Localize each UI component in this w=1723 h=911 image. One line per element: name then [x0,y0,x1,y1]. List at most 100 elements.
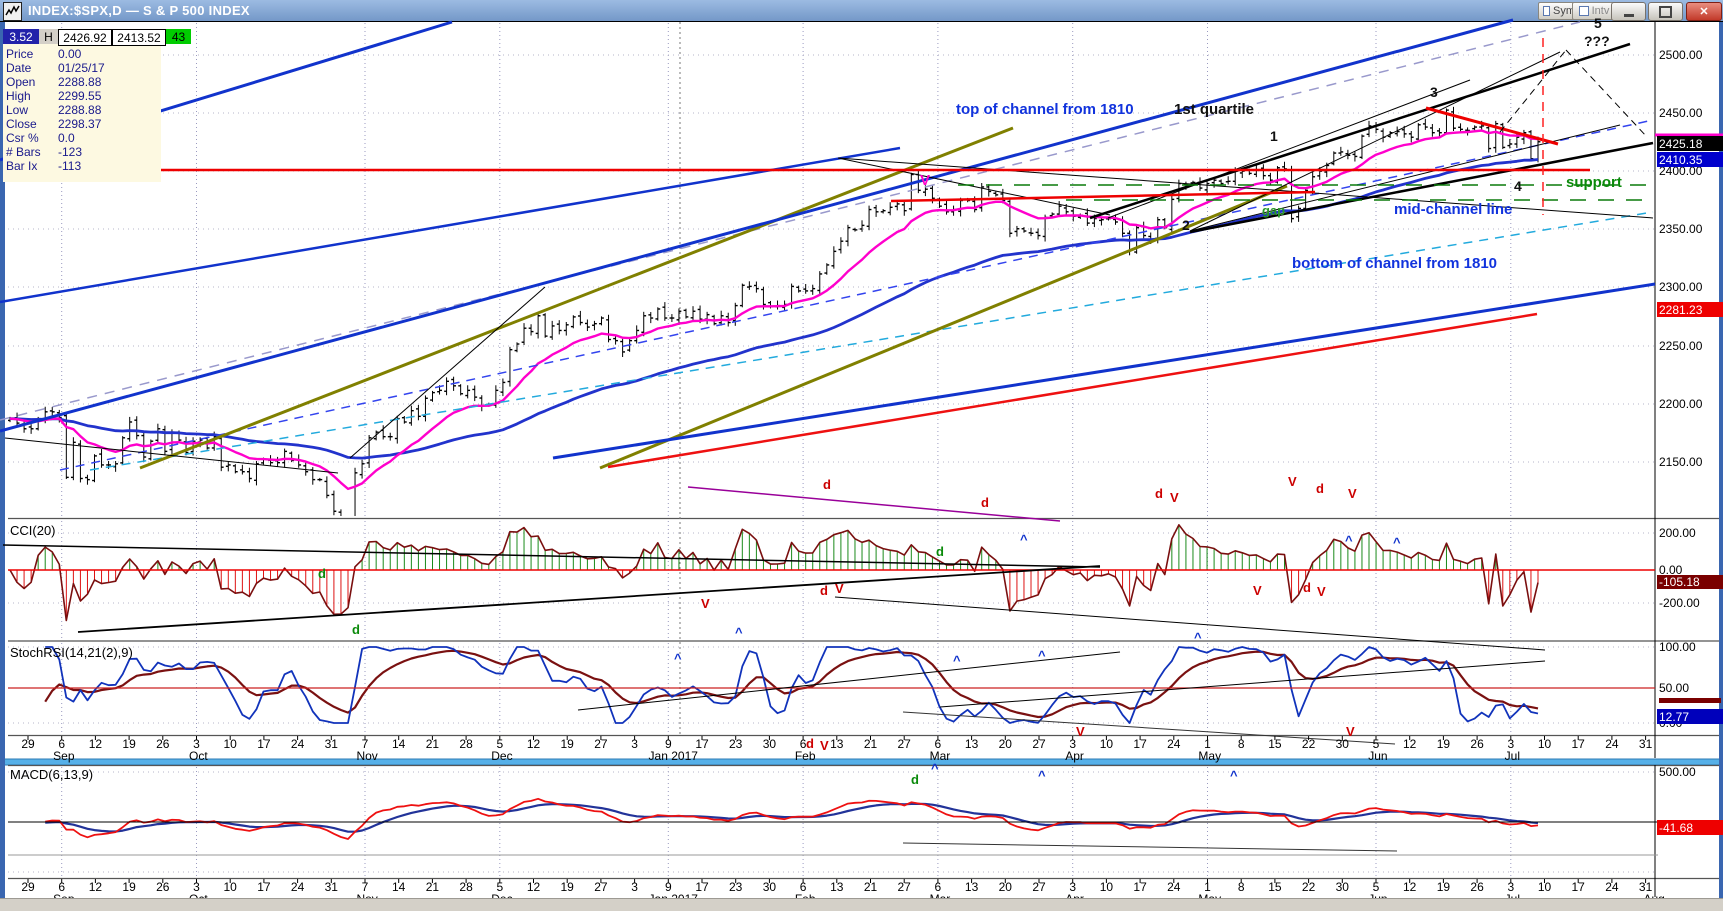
date-tick: 26 [156,737,170,751]
annotation-d: d [1316,481,1324,496]
month-label: Jun [1368,749,1388,763]
annotation-v: V [920,172,931,189]
date-tick: 22 [1301,880,1316,894]
date-tick: 19 [1436,737,1451,751]
date-tick: 31 [1638,737,1653,751]
annotation-top-of-channel-from-1810: top of channel from 1810 [956,101,1134,118]
intv-button-label: Intv [1591,5,1610,17]
price-axis-label: 2250.00 [1659,339,1703,353]
annotation-d: d [936,544,944,559]
date-tick: 6 [934,880,942,894]
month-label: Apr [1065,749,1084,763]
date-tick: 31 [1638,880,1653,894]
date-tick: 12 [1403,880,1417,894]
month-label: Feb [794,749,816,763]
annotation-d: d [1155,486,1163,501]
date-tick: 8 [1237,737,1245,751]
info-field-label: High [6,89,31,103]
date-tick: 3 [1069,737,1077,751]
annotation-v: V [1253,583,1262,598]
annotation-gap: gap [1262,203,1286,218]
price-axis-label: 2350.00 [1659,222,1703,236]
annotation-d: d [806,736,814,751]
date-tick: 31 [324,880,338,894]
date-tick: 12 [88,737,103,751]
quote-box: H [39,29,58,44]
value-box: 12.77 [1657,709,1723,724]
annotation-mid-channel-line: mid-channel line [1394,201,1513,218]
price-axis-label: 2400.00 [1659,164,1703,178]
close-button[interactable]: ✕ [1686,2,1722,21]
date-tick: 27 [897,737,911,751]
stochrsi-panel-label: StochRSI(14,21(2),9) [10,645,133,660]
sym-button[interactable]: Sym [1538,2,1580,20]
app-icon [3,2,22,21]
month-label: Oct [189,749,208,763]
date-tick: 19 [122,880,136,894]
date-tick: 27 [594,880,608,894]
date-tick: 5 [496,880,504,894]
date-tick: 10 [1537,880,1552,894]
date-tick: 3 [1507,880,1515,894]
sym-checkbox-icon [1543,6,1550,16]
info-field-row: High 2299.55 [6,89,105,103]
info-field-label: Csr % [6,131,39,145]
annotation-d: d [981,495,989,510]
annotation--: ^ [674,651,682,666]
info-field-value: 01/25/17 [58,61,105,75]
annotation-4: 4 [1514,178,1522,194]
date-tick: 17 [1133,737,1147,751]
value-box: -105.18 [1657,575,1723,589]
date-tick: 13 [964,737,979,751]
info-field-value: -123 [58,145,83,159]
date-tick: 3 [1507,737,1515,751]
annotation-v: V [1346,724,1355,739]
date-tick: 28 [459,737,473,751]
value-box: 2410.35 [1657,152,1723,167]
intv-checkbox-icon [1578,6,1589,16]
date-tick: 24 [290,737,305,751]
date-tick: 24 [1605,737,1619,751]
month-label: Sep [53,749,75,763]
annotation-5: 5 [1594,15,1602,31]
info-field-row: # Bars -123 [6,145,105,159]
date-tick: 30 [1335,880,1349,894]
minimize-button[interactable] [1611,2,1646,21]
date-tick: 19 [560,737,574,751]
title-bar[interactable]: INDEX:$SPX,D — S & P 500 INDEX Sym Intv … [0,0,1723,22]
date-tick: 14 [392,880,406,894]
date-tick: 9 [664,880,672,894]
date-tick: 22 [1301,737,1316,751]
price-axis-label: 2500.00 [1659,48,1703,62]
annotation-v: V [835,581,844,596]
maximize-button[interactable] [1648,2,1683,21]
date-tick: 7 [361,737,369,751]
date-tick: 17 [1571,737,1585,751]
date-tick: 12 [526,737,541,751]
date-tick: 10 [223,880,237,894]
date-tick: 30 [1335,737,1349,751]
info-field-label: # Bars [6,145,41,159]
window-title: INDEX:$SPX,D — S & P 500 INDEX [28,3,250,18]
date-tick: 13 [830,737,844,751]
annotation-d: d [823,477,831,492]
annotation-support: support [1566,174,1622,191]
date-tick: 30 [762,737,777,751]
stochrsi-axis-label: 50.00 [1659,681,1690,695]
annotation--: ^ [1038,648,1046,663]
date-tick: 21 [425,737,440,751]
stochrsi-axis-label: 100.00 [1659,640,1696,654]
date-tick: 13 [964,880,979,894]
date-tick: 23 [729,737,743,751]
annotation-v: V [1317,584,1326,599]
info-field-value: 2288.88 [58,75,102,89]
date-tick: 3 [1069,880,1077,894]
date-tick: 10 [1537,737,1552,751]
info-field-row: Csr % 0.0 [6,131,105,145]
price-axis-label: 2450.00 [1659,106,1703,120]
annotation--: ^ [1393,535,1401,550]
info-field-value: 2299.55 [58,89,102,103]
intv-button[interactable]: Intv [1572,2,1616,20]
date-tick: 3 [631,880,638,894]
